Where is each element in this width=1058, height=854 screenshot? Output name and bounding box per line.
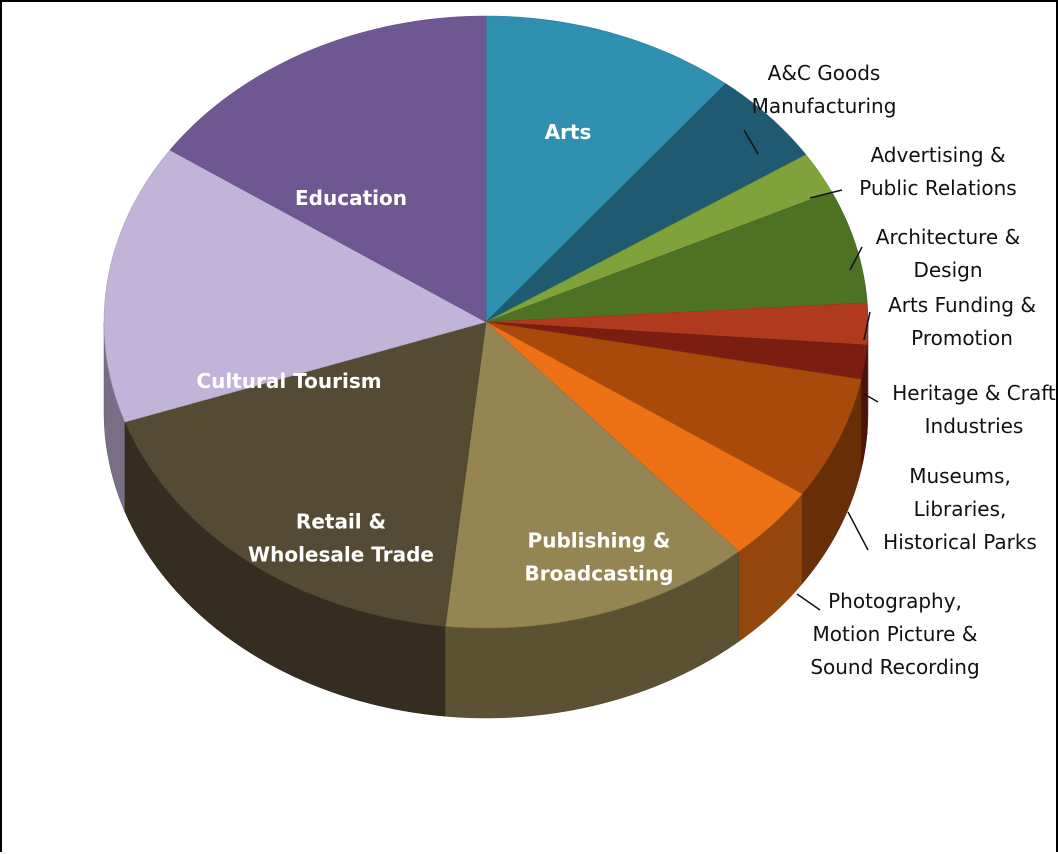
- slice-10: [103, 149, 487, 423]
- leader-line-6: [847, 511, 869, 551]
- slice-8: [444, 321, 740, 629]
- leader-line-3: [849, 246, 863, 271]
- slice-2: [485, 154, 833, 323]
- leader-lines: [743, 129, 879, 611]
- leader-line-5: [863, 393, 879, 403]
- slice-label-4: Arts Funding & Promotion: [888, 293, 1036, 350]
- slice-label-8: Publishing & Broadcasting: [525, 529, 674, 586]
- slice-label-10: Cultural Tourism: [196, 369, 381, 393]
- slice-label-3: Architecture & Design: [876, 225, 1020, 282]
- slice-label-2: Advertising & Public Relations: [859, 143, 1016, 200]
- slice-11: [169, 15, 487, 323]
- slice-label-5: Heritage & Craft Industries: [892, 381, 1056, 438]
- slice-7: [485, 321, 803, 552]
- leader-line-4: [863, 311, 871, 341]
- slice-label-6: Museums, Libraries, Historical Parks: [883, 464, 1037, 554]
- slice-9: [124, 321, 487, 627]
- pie-tops: [103, 15, 869, 629]
- slice-3: [485, 191, 868, 323]
- slice-label-0: Arts: [545, 120, 592, 144]
- leader-line-1: [743, 129, 759, 155]
- slice-label-9: Retail & Wholesale Trade: [248, 510, 434, 567]
- slice-label-1: A&C Goods Manufacturing: [752, 61, 897, 118]
- slice-label-7: Photography, Motion Picture & Sound Record…: [810, 589, 979, 679]
- slice-6: [485, 321, 862, 495]
- leader-line-7: [796, 593, 821, 611]
- leader-line-2: [809, 189, 843, 199]
- slice-0: [485, 15, 727, 323]
- slice-labels: Arts A&C Goods Manufacturing Advertising & P…: [196, 61, 1056, 679]
- slice-1: [485, 83, 807, 323]
- slice-label-11: Education: [295, 186, 407, 210]
